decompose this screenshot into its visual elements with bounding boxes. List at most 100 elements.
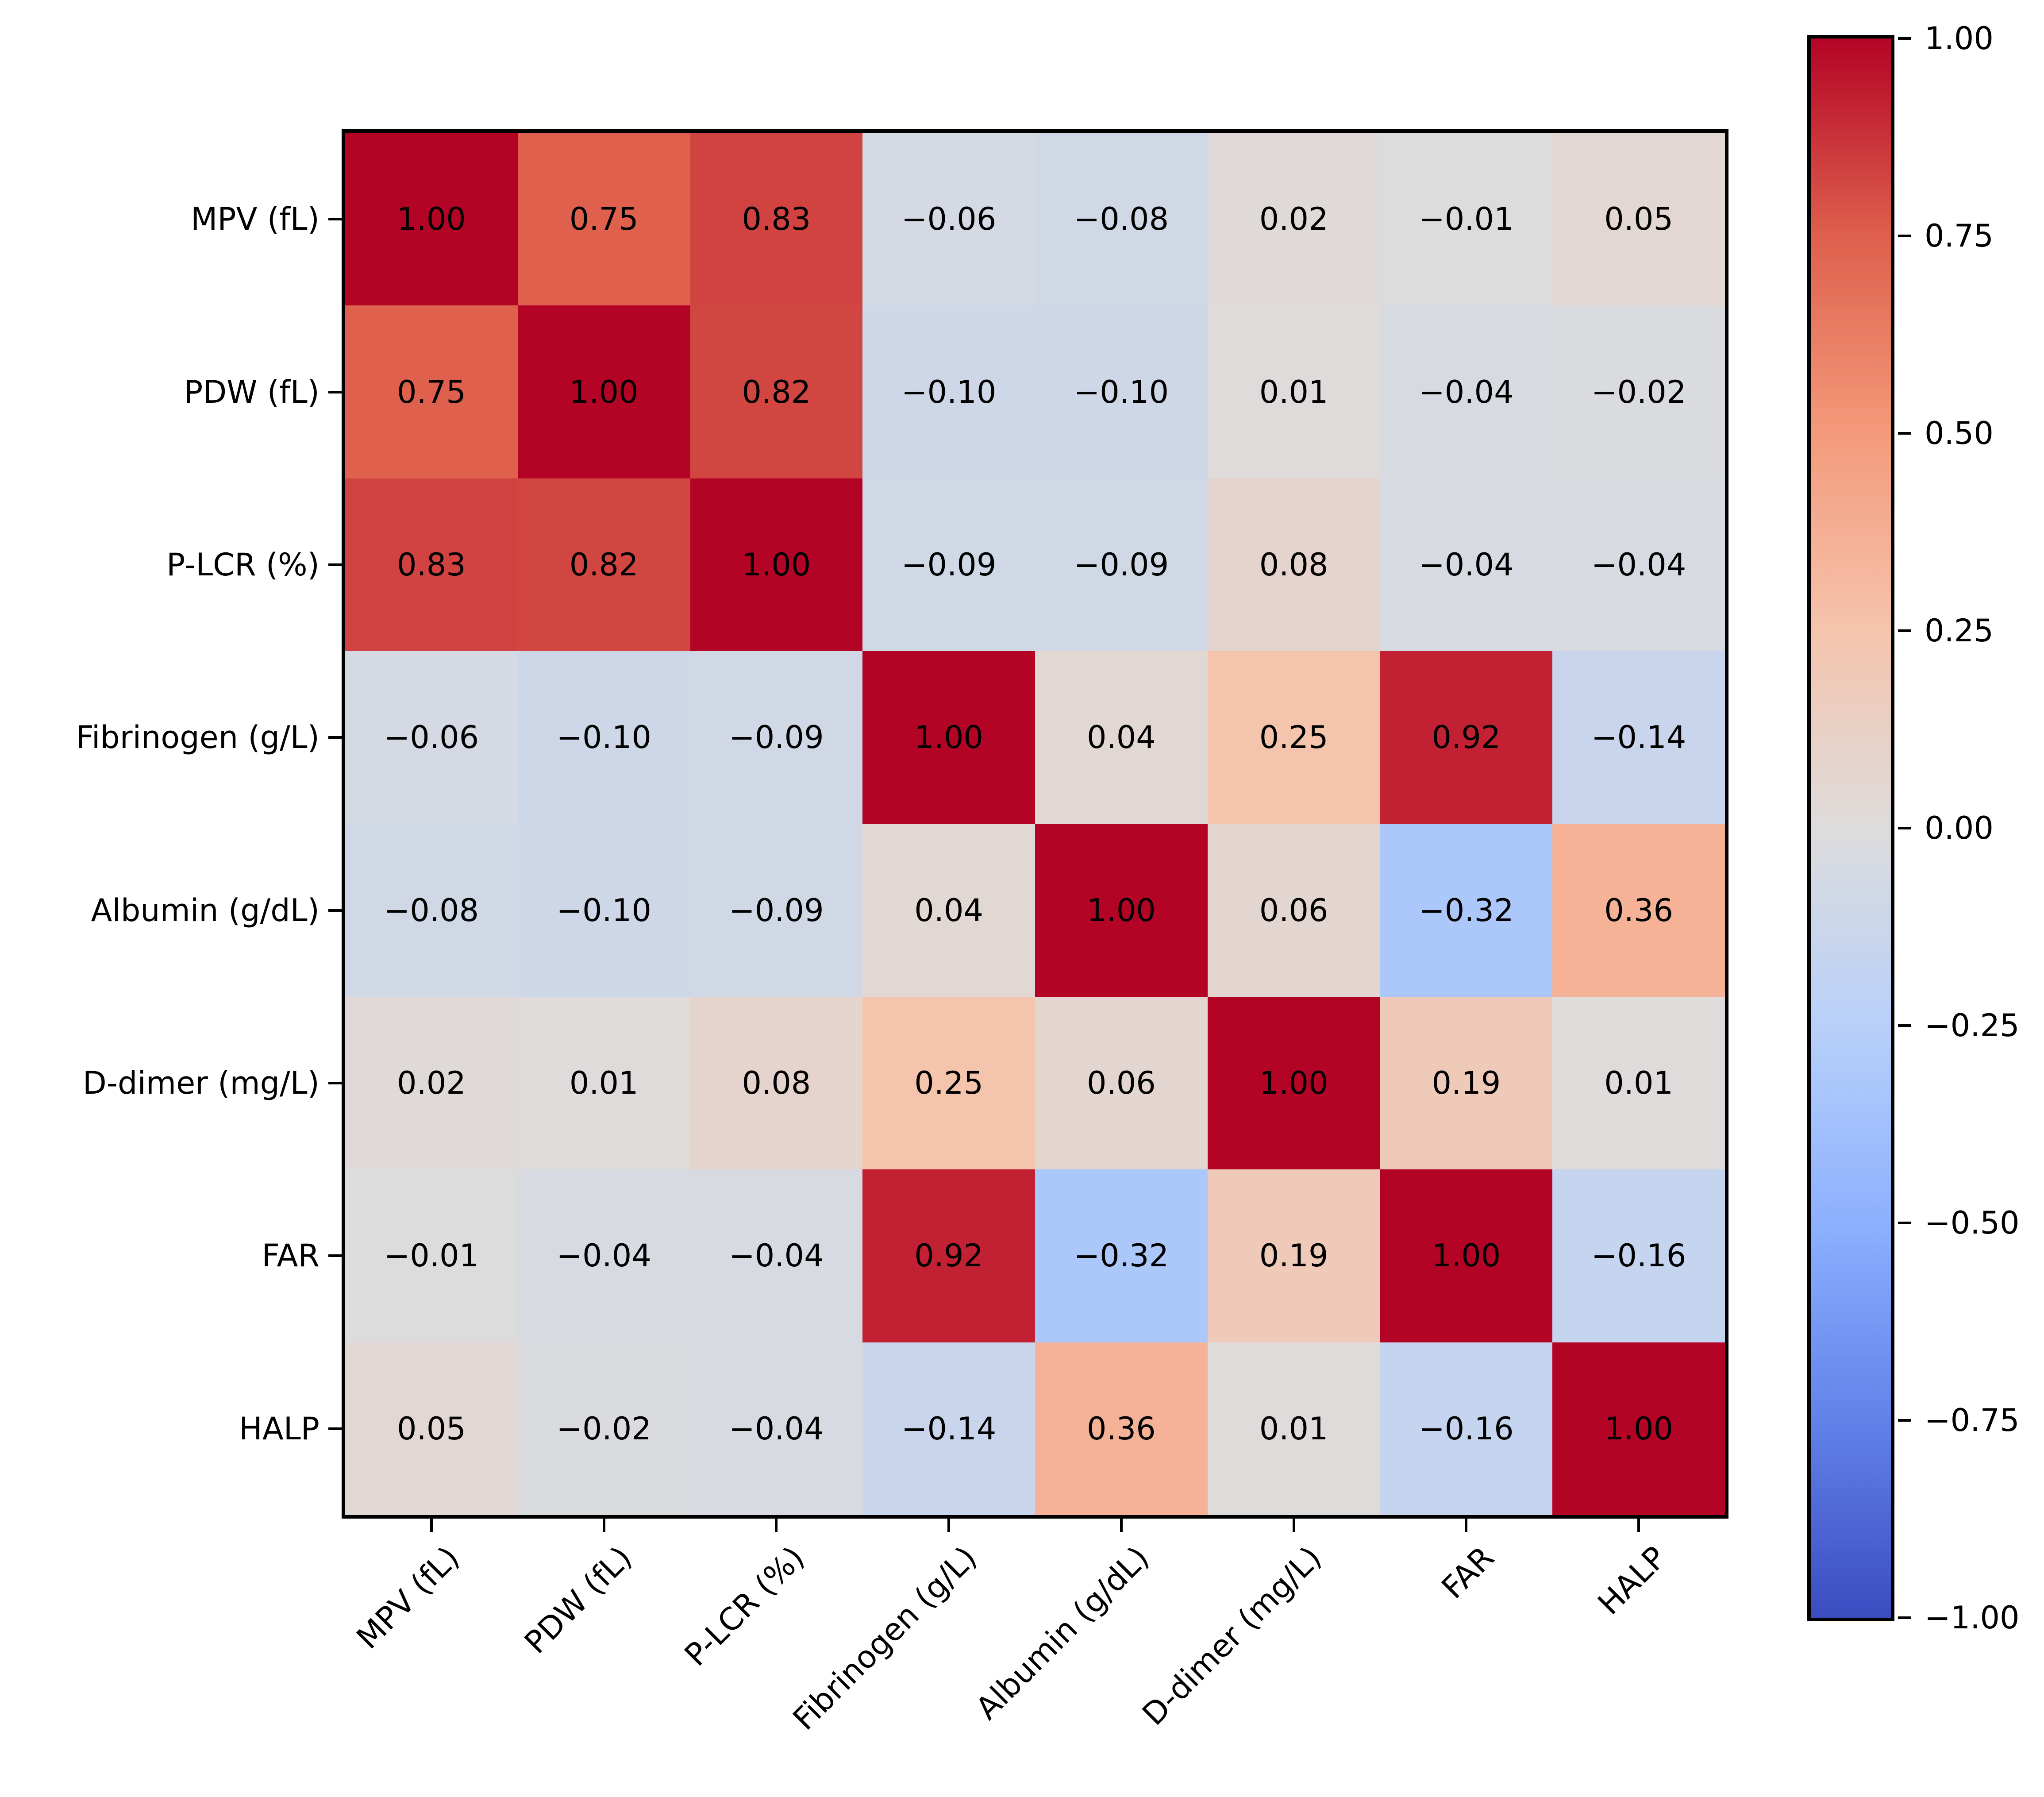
heatmap-cell-D-dimer (mg/L)-x-Fibrinogen (g/L): 0.25: [862, 996, 1035, 1170]
cell-value-label: 0.01: [1259, 1410, 1328, 1447]
cell-value-label: −0.04: [556, 1238, 651, 1274]
x-tick-label-PDW (fL): PDW (fL): [517, 1539, 639, 1661]
cell-value-label: 0.06: [1086, 1065, 1156, 1102]
heatmap-cell-P-LCR (%)-x-HALP: −0.04: [1552, 478, 1725, 652]
y-tick-mark: [328, 390, 342, 393]
heatmap-cell-D-dimer (mg/L)-x-PDW (fL): 0.01: [517, 996, 690, 1170]
heatmap-cell-Albumin (g/dL)-x-HALP: 0.36: [1552, 824, 1725, 997]
heatmap-cell-PDW (fL)-x-PDW (fL): 1.00: [517, 305, 690, 478]
y-tick-label-D-dimer (mg/L): D-dimer (mg/L): [82, 1065, 319, 1102]
heatmap-cell-Fibrinogen (g/L)-x-Albumin (g/dL): 0.04: [1035, 651, 1208, 824]
cell-value-label: −0.01: [1419, 201, 1514, 238]
y-tick-label-Albumin (g/dL): Albumin (g/dL): [91, 892, 319, 929]
x-tick-label-HALP: HALP: [1591, 1539, 1674, 1622]
colorbar-tick-mark: [1898, 235, 1911, 237]
cell-value-label: −0.10: [901, 374, 997, 410]
cell-value-label: 0.04: [1086, 719, 1156, 756]
colorbar-tick-label-−0.25: −0.25: [1925, 1007, 2020, 1044]
heatmap-cell-P-LCR (%)-x-FAR: −0.04: [1380, 478, 1553, 652]
cell-value-label: 0.04: [914, 892, 984, 929]
y-tick-mark: [328, 1254, 342, 1257]
x-tick-mark: [430, 1519, 433, 1532]
cell-value-label: 0.01: [1604, 1065, 1674, 1102]
cell-value-label: −0.06: [384, 719, 479, 756]
colorbar-tick-label-1.00: 1.00: [1925, 20, 1994, 57]
cell-value-label: −0.04: [1591, 546, 1686, 583]
y-tick-label-HALP: HALP: [239, 1410, 319, 1447]
heatmap-cell-Albumin (g/dL)-x-FAR: −0.32: [1380, 824, 1553, 997]
cell-value-label: −0.04: [1419, 374, 1514, 410]
x-tick-mark: [1637, 1519, 1640, 1532]
cell-value-label: 0.06: [1259, 892, 1328, 929]
heatmap-cell-HALP-x-P-LCR (%): −0.04: [690, 1342, 863, 1515]
cell-value-label: 1.00: [396, 201, 466, 238]
cell-value-label: −0.02: [1591, 374, 1686, 410]
y-tick-mark: [328, 909, 342, 912]
cell-value-label: −0.16: [1591, 1238, 1686, 1274]
heatmap-cell-D-dimer (mg/L)-x-Albumin (g/dL): 0.06: [1035, 996, 1208, 1170]
cell-value-label: −0.04: [1419, 546, 1514, 583]
cell-value-label: 0.82: [569, 546, 639, 583]
cell-value-label: 0.05: [1604, 201, 1674, 238]
cell-value-label: −0.02: [556, 1410, 651, 1447]
heatmap-cell-D-dimer (mg/L)-x-FAR: 0.19: [1380, 996, 1553, 1170]
heatmap-cell-D-dimer (mg/L)-x-HALP: 0.01: [1552, 996, 1725, 1170]
colorbar-tick-label-−1.00: −1.00: [1925, 1600, 2020, 1636]
cell-value-label: −0.16: [1419, 1410, 1514, 1447]
colorbar-tick-label-0.75: 0.75: [1925, 218, 1994, 254]
heatmap-cell-FAR-x-HALP: −0.16: [1552, 1169, 1725, 1342]
cell-value-label: −0.09: [901, 546, 997, 583]
heatmap-cell-P-LCR (%)-x-Fibrinogen (g/L): −0.09: [862, 478, 1035, 652]
heatmap-cell-MPV (fL)-x-D-dimer (mg/L): 0.02: [1207, 133, 1380, 306]
heatmap-cell-PDW (fL)-x-Albumin (g/dL): −0.10: [1035, 305, 1208, 478]
heatmap-cell-D-dimer (mg/L)-x-D-dimer (mg/L): 1.00: [1207, 996, 1380, 1170]
x-tick-mark: [1292, 1519, 1295, 1532]
cell-value-label: 1.00: [569, 374, 639, 410]
heatmap-plot-area: 1.00 0.75 0.83 −0.06 −0.08 0.02 −0.01 0.05 0.75 1…: [342, 129, 1728, 1519]
cell-value-label: −0.09: [1074, 546, 1169, 583]
colorbar-tick-mark: [1898, 1024, 1911, 1027]
heatmap-cell-HALP-x-D-dimer (mg/L): 0.01: [1207, 1342, 1380, 1515]
heatmap-cell-MPV (fL)-x-MPV (fL): 1.00: [345, 133, 518, 306]
heatmap-cell-HALP-x-PDW (fL): −0.02: [517, 1342, 690, 1515]
heatmap-cell-Fibrinogen (g/L)-x-Fibrinogen (g/L): 1.00: [862, 651, 1035, 824]
colorbar-tick-mark: [1898, 37, 1911, 40]
colorbar-tick-mark: [1898, 432, 1911, 435]
colorbar-tick-mark: [1898, 1616, 1911, 1619]
x-tick-label-P-LCR (%): P-LCR (%): [677, 1539, 812, 1674]
cell-value-label: −0.01: [384, 1238, 479, 1274]
y-tick-label-PDW (fL): PDW (fL): [184, 374, 319, 410]
heatmap-cell-HALP-x-Albumin (g/dL): 0.36: [1035, 1342, 1208, 1515]
heatmap-cell-Albumin (g/dL)-x-MPV (fL): −0.08: [345, 824, 518, 997]
heatmap-cell-Albumin (g/dL)-x-Fibrinogen (g/L): 0.04: [862, 824, 1035, 997]
heatmap-cell-Albumin (g/dL)-x-P-LCR (%): −0.09: [690, 824, 863, 997]
cell-value-label: 1.00: [742, 546, 811, 583]
cell-value-label: −0.10: [556, 719, 651, 756]
heatmap-cell-MPV (fL)-x-PDW (fL): 0.75: [517, 133, 690, 306]
heatmap-cell-Fibrinogen (g/L)-x-HALP: −0.14: [1552, 651, 1725, 824]
cell-value-label: −0.14: [901, 1410, 997, 1447]
heatmap-cell-FAR-x-Fibrinogen (g/L): 0.92: [862, 1169, 1035, 1342]
cell-value-label: −0.06: [901, 201, 997, 238]
heatmap-cell-Albumin (g/dL)-x-Albumin (g/dL): 1.00: [1035, 824, 1208, 997]
x-tick-label-FAR: FAR: [1434, 1539, 1501, 1606]
heatmap-cell-P-LCR (%)-x-P-LCR (%): 1.00: [690, 478, 863, 652]
heatmap-cell-MPV (fL)-x-Fibrinogen (g/L): −0.06: [862, 133, 1035, 306]
heatmap-cell-FAR-x-D-dimer (mg/L): 0.19: [1207, 1169, 1380, 1342]
heatmap-cell-MPV (fL)-x-FAR: −0.01: [1380, 133, 1553, 306]
heatmap-cell-Fibrinogen (g/L)-x-FAR: 0.92: [1380, 651, 1553, 824]
x-tick-label-MPV (fL): MPV (fL): [349, 1539, 466, 1656]
cell-value-label: 0.08: [1259, 546, 1328, 583]
x-tick-mark: [1465, 1519, 1468, 1532]
heatmap-cell-FAR-x-Albumin (g/dL): −0.32: [1035, 1169, 1208, 1342]
colorbar-tick-label-−0.50: −0.50: [1925, 1205, 2020, 1241]
cell-value-label: −0.09: [729, 892, 824, 929]
colorbar-tick-mark: [1898, 1419, 1911, 1422]
heatmap-cell-MPV (fL)-x-P-LCR (%): 0.83: [690, 133, 863, 306]
y-tick-mark: [328, 1427, 342, 1430]
heatmap-cell-HALP-x-FAR: −0.16: [1380, 1342, 1553, 1515]
cell-value-label: 0.01: [1259, 374, 1328, 410]
cell-value-label: −0.10: [556, 892, 651, 929]
y-tick-mark: [328, 736, 342, 739]
